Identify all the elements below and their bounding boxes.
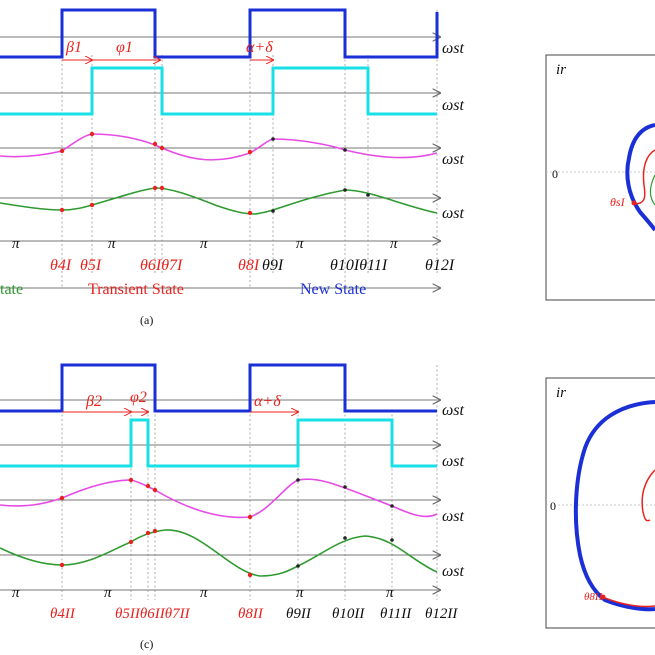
panel-c-axis-label-3: ωst — [442, 508, 465, 525]
panel-a-green-curve — [0, 187, 438, 215]
panel-a-theta-8: θ8I — [238, 257, 260, 274]
panel-c-pi-4: π — [296, 585, 304, 601]
panel-d-red-trajectory-lower — [604, 597, 655, 608]
panel-b-phase-plane: ir 0 θsI — [545, 54, 655, 301]
panel-a-magenta-curve — [0, 133, 438, 161]
panel-c-beta: β2 — [85, 393, 102, 410]
panel-c-theta-9: θ9II — [286, 606, 312, 622]
panel-d-red-trajectory — [641, 469, 655, 522]
panel-c-red-markers — [59, 477, 253, 578]
panel-c-pi-1: π — [12, 585, 20, 601]
panel-c-cyan-wave — [0, 418, 437, 468]
panel-a-pi-2: π — [108, 236, 116, 252]
panel-c-theta-11: θ11II — [380, 606, 412, 622]
panel-c-theta-10: θ10II — [332, 606, 365, 622]
panel-a-theta-12: θ12I — [425, 257, 455, 274]
panel-a-axis-label-1: ωst — [442, 40, 465, 57]
panel-a-state-new: New State — [300, 281, 366, 298]
panel-c-timing: β2 φ2 α+δ ωst ωst ωst ωst π π π π π θ4II… — [0, 363, 465, 651]
panel-c-theta-12: θ12II — [425, 606, 458, 622]
panel-a-theta-67: θ6Iθ7I — [140, 257, 183, 274]
panel-c-caption: (c) — [140, 637, 153, 651]
panel-d-blue-trajectory — [573, 400, 655, 612]
panel-a-phi: φ1 — [116, 39, 133, 56]
panel-a-pi-3: π — [200, 236, 208, 252]
panel-b-theta-small: θsI — [610, 195, 626, 209]
panel-d-ir-label: ir — [556, 385, 566, 401]
panel-d-phase-plane: ir 0 θ8II — [545, 377, 655, 629]
panel-c-magenta-curve — [0, 478, 438, 519]
panel-a-axis-label-2: ωst — [442, 97, 465, 114]
panel-a-state-transient: Transient State — [88, 281, 184, 298]
panel-c-theta-567: θ5IIθ6IIθ7II — [115, 606, 191, 622]
panel-a-beta: β1 — [65, 39, 82, 56]
panel-c-blue-wave — [0, 363, 437, 413]
panel-a-axis-label-3: ωst — [442, 151, 465, 168]
panel-a-cyan-wave — [0, 66, 437, 116]
panel-b-ir-label: ir — [556, 62, 566, 78]
panel-c-pi-2: π — [104, 585, 112, 601]
panel-b-green-trajectory — [649, 174, 655, 206]
panel-a-theta-1011: θ10Iθ11I — [330, 257, 388, 274]
panel-a-alpha-delta: α+δ — [246, 39, 273, 56]
panel-a-black-markers — [271, 137, 370, 213]
panel-a-pi-4: π — [296, 236, 304, 252]
panel-c-pi-5: π — [386, 585, 394, 601]
panel-c-black-markers — [296, 478, 394, 568]
panel-b-marker — [631, 200, 637, 206]
panel-b-blue-trajectory — [625, 123, 655, 232]
panel-a-pi-1: π — [12, 236, 20, 252]
panel-a-pi-5: π — [390, 236, 398, 252]
panel-a-theta-9: θ9I — [262, 257, 284, 274]
panel-d-zero-label: 0 — [550, 499, 556, 513]
panel-c-theta-4: θ4II — [50, 606, 76, 622]
panel-b-red-trajectory — [633, 149, 655, 205]
panel-a-timing: β1 φ1 α+δ ωst ωst ωst ωst π π π π π θ4I … — [0, 8, 465, 327]
panel-b-zero-label: 0 — [552, 167, 558, 181]
panel-c-axis-label-1: ωst — [442, 402, 465, 419]
panel-a-red-markers — [59, 131, 253, 216]
panel-a-state-left: tate — [0, 281, 23, 298]
panel-d-theta-small: θ8II — [584, 591, 604, 603]
panel-a-axes — [0, 37, 440, 288]
panel-d-marker — [600, 594, 606, 600]
panel-a-axis-label-4: ωst — [442, 205, 465, 222]
panel-c-axis-label-2: ωst — [442, 453, 465, 470]
panel-c-axis-label-4: ωst — [442, 563, 465, 580]
panel-a-caption: (a) — [140, 313, 153, 327]
panel-c-pi-3: π — [200, 585, 208, 601]
panel-d-frame — [545, 377, 655, 629]
panel-a-blue-wave — [0, 8, 439, 59]
panel-c-phi: φ2 — [130, 389, 147, 406]
panel-c-axes — [0, 400, 440, 590]
panel-a-theta-5: θ5I — [80, 257, 102, 274]
panel-b-frame — [545, 54, 655, 301]
panel-c-theta-8: θ8II — [238, 606, 264, 622]
panel-c-green-curve — [0, 529, 438, 577]
panel-c-alpha-delta: α+δ — [254, 393, 281, 410]
panel-a-theta-4: θ4I — [50, 257, 72, 274]
